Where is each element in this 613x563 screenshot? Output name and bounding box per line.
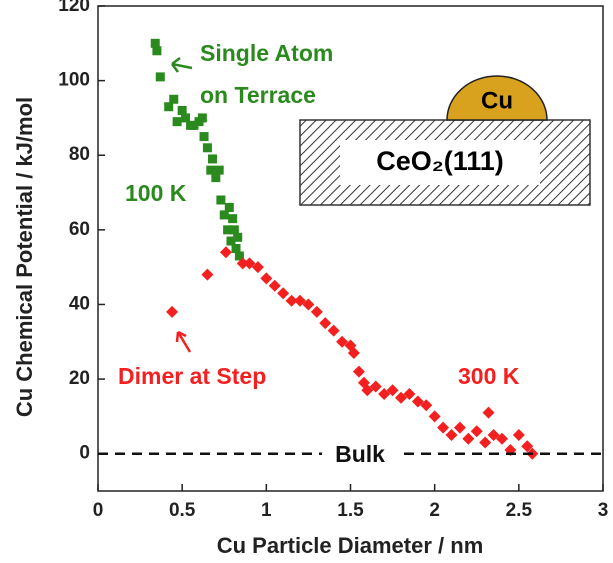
point [208,154,217,163]
point [483,407,495,419]
y-tick-label: 0 [79,443,90,464]
y-tick-label: 60 [69,219,90,240]
point [437,422,449,434]
point [319,317,331,329]
annotation: Bulk [335,441,385,467]
point [173,117,182,126]
x-tick-label: 0 [93,500,104,521]
point [156,72,165,81]
point [277,287,289,299]
point [233,233,242,242]
point [471,425,483,437]
point [269,280,281,292]
point [311,306,323,318]
point [216,196,225,205]
particle-label: Cu [481,87,513,114]
plot-frame [98,6,603,491]
substrate-label: CeO₂(111) [376,146,504,176]
annotation: on Terrace [200,82,316,108]
point [169,95,178,104]
point [429,410,441,422]
point [215,166,224,175]
chart: 0 0.5 1 1.5 2 2.5 3 0 20 40 60 80 100 120 Cu Particle… [0,0,613,563]
point [225,203,234,212]
y-axis-title: Cu Chemical Potential / kJ/mol [12,97,37,417]
y-tick-label: 20 [69,368,90,389]
arrow [172,58,192,72]
point [454,422,466,434]
point [513,429,525,441]
y-tick-label: 40 [69,293,90,314]
x-tick-label: 0.5 [169,500,196,521]
x-tick-label: 1 [261,500,272,521]
annotation: Dimer at Step [118,363,266,389]
annotation: Single Atom [200,40,333,66]
point [201,269,213,281]
point [198,113,207,122]
point [166,306,178,318]
x-tick-label: 2.5 [506,500,533,521]
point [446,429,458,441]
series-label: 100 K [125,180,187,206]
point [353,366,365,378]
x-tick-label: 3 [598,500,609,521]
point [462,433,474,445]
arrow [177,332,190,352]
y-tick-label: 120 [58,0,90,16]
y-tick-label: 80 [69,144,90,165]
y-tick-label: 100 [58,70,90,91]
point [260,272,272,284]
x-axis-title: Cu Particle Diameter / nm [217,533,484,558]
point [200,132,209,141]
point [220,246,232,258]
point [228,214,237,223]
point [203,143,212,152]
point [152,46,161,55]
point [328,325,340,337]
point [479,437,491,449]
x-tick-label: 1.5 [337,500,364,521]
series-label: 300 K [458,363,520,389]
x-tick-label: 2 [429,500,440,521]
